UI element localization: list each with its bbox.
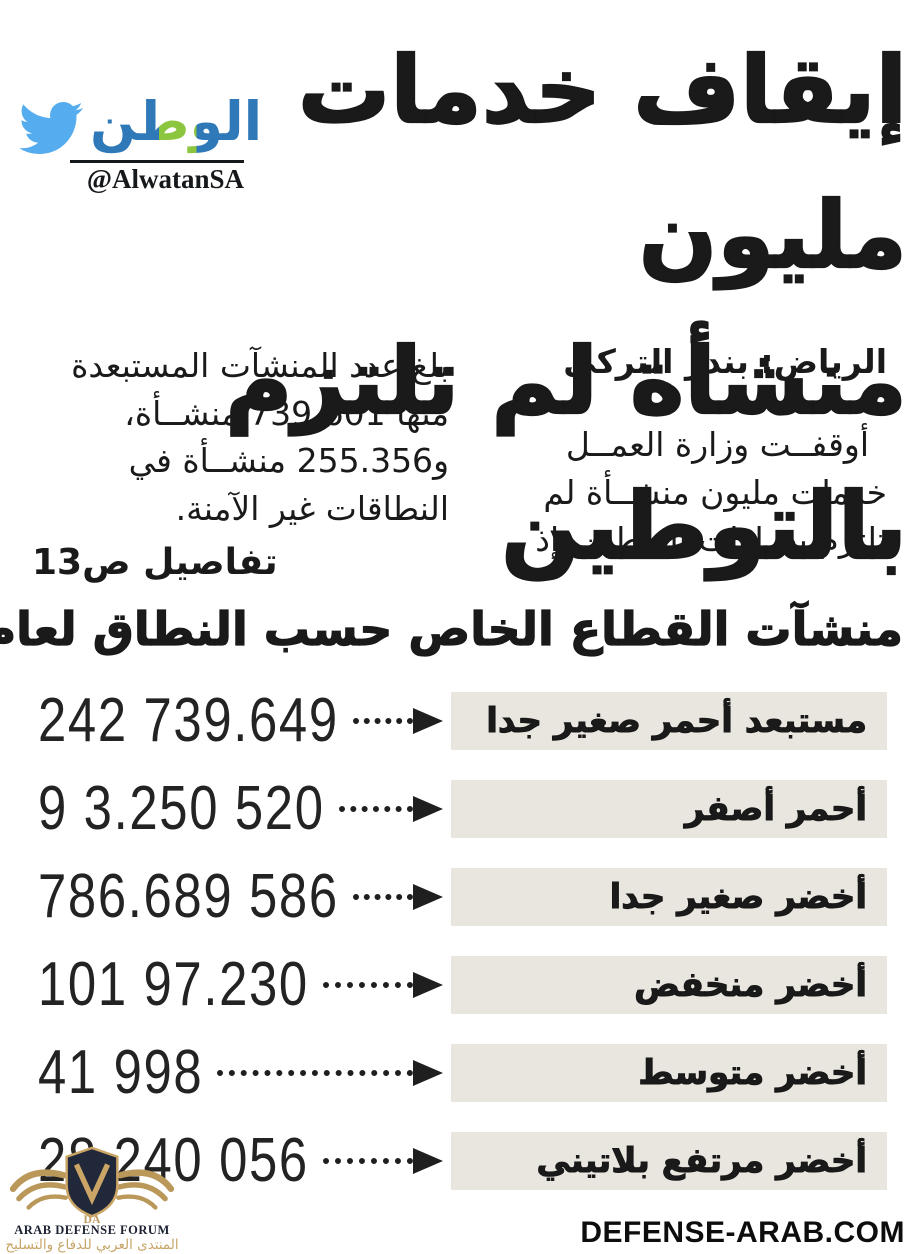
details-page-ref: تفاصيل ص13: [32, 542, 278, 584]
arrow-head-icon: [413, 972, 443, 998]
infographic-title: منشآت القطاع الخاص حسب النطاق لعام 2016: [0, 601, 904, 656]
arrow-head-icon: [413, 796, 443, 822]
row-label-box: أحمر أصفر: [451, 780, 887, 838]
dotted-arrow: [352, 708, 443, 734]
arrow-head-icon: [413, 1148, 443, 1174]
row-value: 242 739.649: [38, 686, 339, 755]
twitter-handle: @AlwatanSA: [86, 164, 244, 194]
chart-row: 101 97.230 أخضر منخفض: [38, 950, 887, 1019]
dotted-line: [322, 1158, 413, 1164]
twitter-bird-icon: [19, 101, 83, 155]
headline-line2: منشأة لم تلتزم بالتوطين: [224, 327, 908, 582]
dotted-arrow: [322, 1148, 443, 1174]
chart-row: 9 3.250 520 أحمر أصفر: [38, 774, 887, 843]
alwatan-wordmark: الوطن: [90, 90, 262, 157]
forum-name-en: ARAB DEFENSE FORUM: [14, 1223, 170, 1237]
main-headline: إيقاف خدمات مليون منشأة لم تلتزم بالتوطي…: [0, 18, 908, 599]
defense-shield-icon: DA: [9, 1146, 175, 1224]
row-label-box: أخضر متوسط: [451, 1044, 887, 1102]
dotted-line: [352, 894, 413, 900]
dotted-arrow: [322, 972, 443, 998]
dotted-arrow: [217, 1060, 443, 1086]
article-paragraph-right: أوقفــت وزارة العمــل خدمات مليون منشــأ…: [535, 425, 887, 560]
chart-row: 41 998 أخضر متوسط: [38, 1038, 887, 1107]
row-label: أخضر مرتفع بلاتيني: [536, 1141, 868, 1182]
dotted-arrow: [338, 796, 443, 822]
row-label-box: أخضر صغير جدا: [451, 868, 887, 926]
dotted-line: [338, 806, 413, 812]
dotted-line: [352, 718, 413, 724]
logo-underline: [70, 160, 244, 163]
row-label: مستبعد أحمر صغير جدا: [486, 701, 868, 742]
chart-row: 242 739.649 مستبعد أحمر صغير جدا: [38, 686, 887, 755]
logo-row: الوطن: [12, 88, 262, 160]
row-value: 101 97.230: [38, 950, 309, 1019]
row-label: أخضر صغير جدا: [609, 877, 867, 918]
dotted-line: [322, 982, 413, 988]
row-label-box: أخضر مرتفع بلاتيني: [451, 1132, 887, 1190]
chart-rows: 242 739.649 مستبعد أحمر صغير جدا 9 3.250…: [38, 686, 887, 1220]
arrow-head-icon: [413, 1060, 443, 1086]
byline: الرياض: بندر التركي: [563, 342, 887, 381]
dotted-line: [217, 1070, 413, 1076]
article-paragraph-left: بلغ عدد المنشآت المستبعدة منها 739.601 م…: [71, 346, 449, 528]
row-value: 9 3.250 520: [38, 774, 325, 843]
row-label-box: مستبعد أحمر صغير جدا: [451, 692, 887, 750]
article-column-right: الرياض: بندر التركي أوقفــت وزارة العمــ…: [515, 342, 887, 583]
arrow-head-icon: [413, 708, 443, 734]
row-value: 41 998: [38, 1038, 204, 1107]
dotted-arrow: [352, 884, 443, 910]
headline-line1: إيقاف خدمات مليون: [297, 36, 908, 291]
forum-name-ar: المنتدى العربي للدفاع والتسليح: [5, 1236, 179, 1253]
article-column-left: بلغ عدد المنشآت المستبعدة منها 739.601 م…: [32, 342, 449, 583]
row-label: أخضر منخفض: [634, 965, 868, 1006]
row-label: أخضر متوسط: [638, 1053, 868, 1094]
alwatan-logo: الوطن @AlwatanSA: [12, 88, 262, 195]
article-body: الرياض: بندر التركي أوقفــت وزارة العمــ…: [32, 342, 887, 583]
row-value: 786.689 586: [38, 862, 339, 931]
arrow-head-icon: [413, 884, 443, 910]
arab-defense-forum-logo: DA ARAB DEFENSE FORUM المنتدى العربي للد…: [4, 1146, 180, 1252]
chart-row: 28.240 056 أخضر مرتفع بلاتيني: [38, 1130, 887, 1192]
defense-arab-watermark: DEFENSE-ARAB.COM: [580, 1216, 905, 1249]
row-label: أحمر أصفر: [684, 789, 867, 830]
chart-row: 786.689 586 أخضر صغير جدا: [38, 862, 887, 931]
row-label-box: أخضر منخفض: [451, 956, 887, 1014]
da-initials: DA: [84, 1213, 101, 1224]
